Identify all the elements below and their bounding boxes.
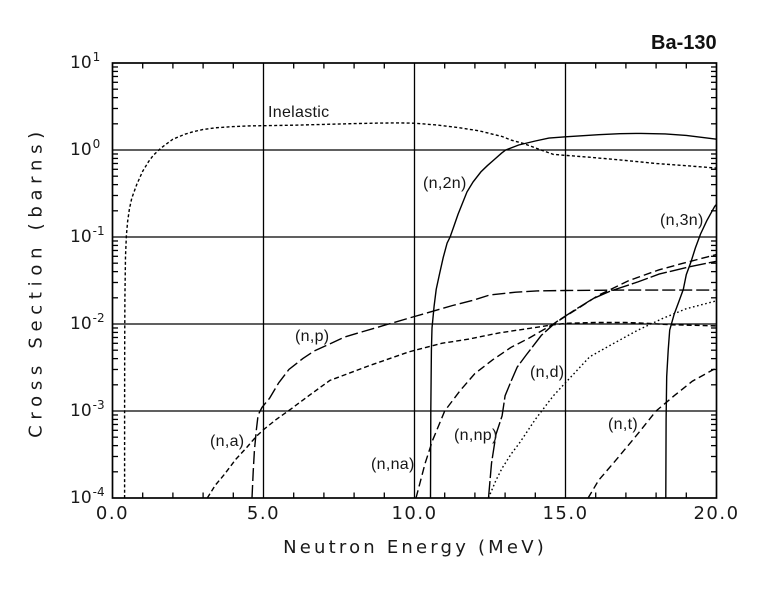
x-tick-label: 5.0 bbox=[246, 503, 281, 524]
curve-(n,2n) bbox=[429, 132, 717, 499]
x-axis-title: Neutron Energy (MeV) bbox=[283, 537, 547, 558]
y-tick-base: 10 bbox=[70, 488, 92, 508]
curve-label: (n,np) bbox=[454, 427, 498, 444]
curve-(n,t) bbox=[587, 367, 717, 499]
y-tick-base: 10 bbox=[70, 227, 92, 247]
curve-Inelastic bbox=[123, 122, 717, 498]
y-tick-base: 10 bbox=[70, 401, 92, 421]
y-tick-label: 10-4 bbox=[70, 486, 105, 508]
y-tick-exponent: 0 bbox=[92, 137, 101, 151]
chart-title: Ba-130 bbox=[651, 32, 717, 54]
y-tick-base: 10 bbox=[70, 53, 92, 73]
x-tick-label: 0.0 bbox=[95, 503, 130, 524]
y-tick-exponent: -2 bbox=[92, 311, 105, 325]
y-tick-label: 10-3 bbox=[70, 399, 105, 421]
y-tick-exponent: -4 bbox=[92, 485, 105, 499]
curve-label: (n,d) bbox=[530, 364, 565, 381]
x-tick-label: 15.0 bbox=[542, 503, 589, 524]
curve-(n,a) bbox=[206, 321, 717, 499]
curve-(n,p) bbox=[251, 289, 717, 499]
curve-(n,3n) bbox=[665, 203, 718, 499]
curve-label: (n,na) bbox=[371, 456, 415, 473]
y-tick-base: 10 bbox=[70, 314, 92, 334]
y-axis-title: Cross Section (barns) bbox=[25, 126, 47, 438]
y-tick-exponent: -1 bbox=[92, 224, 105, 238]
y-tick-label: 101 bbox=[70, 51, 100, 73]
y-tick-base: 10 bbox=[70, 140, 92, 160]
y-tick-exponent: 1 bbox=[92, 50, 101, 64]
curve-label: (n,2n) bbox=[423, 175, 467, 192]
curve-label: (n,p) bbox=[295, 328, 330, 345]
plot-frame bbox=[111, 62, 718, 499]
curve-label: Inelastic bbox=[268, 104, 330, 121]
curve-label: (n,t) bbox=[608, 416, 638, 433]
curve-(n,d) bbox=[487, 300, 717, 499]
x-tick-label: 10.0 bbox=[391, 503, 438, 524]
y-tick-exponent: -3 bbox=[92, 398, 105, 412]
y-tick-label: 100 bbox=[70, 138, 100, 160]
curve-(n,na) bbox=[415, 253, 717, 499]
curve-(n,np) bbox=[487, 260, 717, 499]
curve-label: (n,3n) bbox=[660, 212, 704, 229]
y-tick-label: 10-1 bbox=[70, 225, 105, 247]
y-tick-label: 10-2 bbox=[70, 312, 105, 334]
curve-label: (n,a) bbox=[210, 433, 245, 450]
x-tick-label: 20.0 bbox=[693, 503, 740, 524]
